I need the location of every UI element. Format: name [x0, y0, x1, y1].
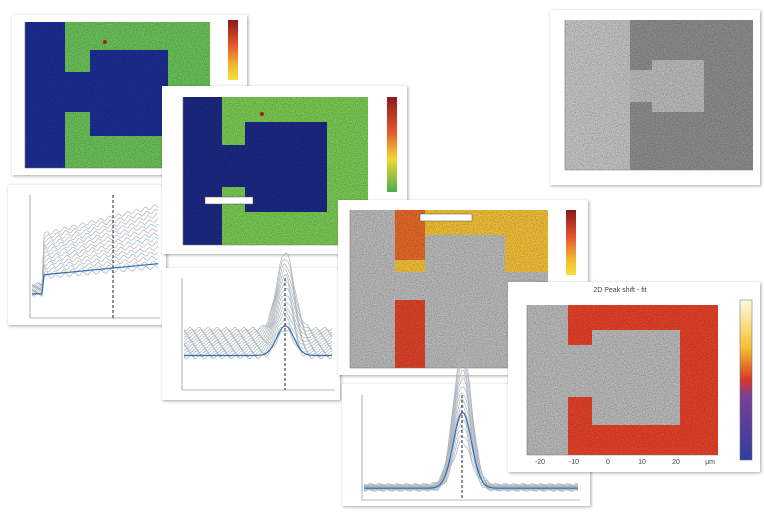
micrograph-panel: [550, 10, 760, 185]
x-tick-label: 10: [638, 459, 646, 466]
x-tick-label: -20: [535, 459, 545, 466]
x-tick-label: µm: [705, 459, 715, 466]
x-tick-label: 0: [606, 459, 610, 466]
map-title: 2D Peak shift - fit: [593, 287, 646, 294]
x-tick-label: 20: [672, 459, 680, 466]
collage: 2D Peak shift - fit -20 -10 0 10 20 µm: [0, 0, 764, 512]
x-tick-label: -10: [569, 459, 579, 466]
map-panel-4: 2D Peak shift - fit -20 -10 0 10 20 µm: [508, 282, 760, 472]
line-panel-1: [8, 185, 166, 325]
line-panel-2: [162, 253, 340, 400]
